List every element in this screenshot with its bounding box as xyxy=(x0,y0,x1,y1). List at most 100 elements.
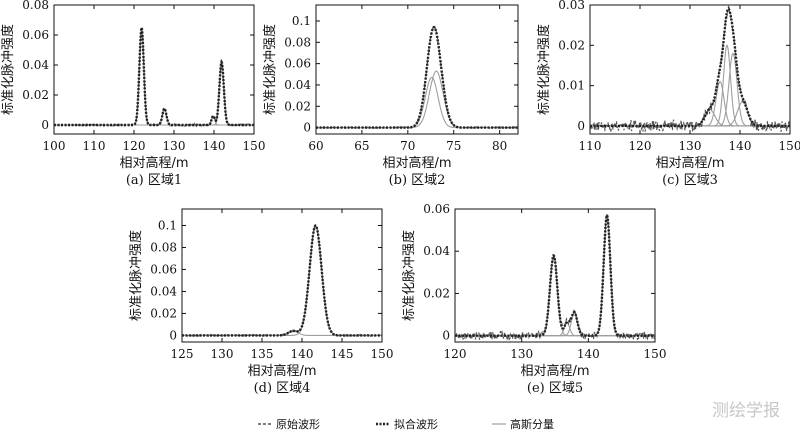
x-tick-label: 130 xyxy=(163,139,186,153)
y-tick-label: 0 xyxy=(41,118,49,132)
x-tick-label: 65 xyxy=(354,139,369,153)
x-tick-label: 140 xyxy=(729,139,752,153)
fitted-waveform-line xyxy=(54,27,254,127)
x-tick-label: 150 xyxy=(779,139,800,153)
y-tick-label: 0.02 xyxy=(423,286,450,300)
y-tick-label: 0 xyxy=(303,121,311,135)
y-tick-label: 0.03 xyxy=(558,0,585,12)
y-axis-label: 标准化脉冲强度 xyxy=(536,24,552,115)
x-tick-label: 140 xyxy=(291,347,314,361)
plot-frame xyxy=(454,208,656,343)
panel-caption: (d) 区域4 xyxy=(254,381,311,396)
gaussian-component-1 xyxy=(455,254,655,337)
fitted-waveform-line xyxy=(316,26,518,129)
x-tick-label: 135 xyxy=(251,347,274,361)
legend-raw-label: 原始波形 xyxy=(276,417,320,431)
x-axis-label: 相对高程/m xyxy=(119,155,188,171)
fitted-waveform-line xyxy=(455,211,655,337)
x-tick-label: 120 xyxy=(629,139,652,153)
gaussian-component-3 xyxy=(54,115,254,126)
x-tick-label: 145 xyxy=(331,347,354,361)
y-tick-label: 0.06 xyxy=(150,262,177,276)
plot-frame xyxy=(181,208,383,343)
fitted-waveform-line xyxy=(590,7,790,128)
y-tick-label: 0.1 xyxy=(158,218,177,232)
x-axis-label: 相对高程/m xyxy=(655,155,724,171)
raw-waveform-line xyxy=(455,211,655,341)
y-axis-label: 标准化脉冲强度 xyxy=(0,24,16,115)
x-tick-label: 75 xyxy=(446,139,461,153)
x-tick-label: 150 xyxy=(644,347,667,361)
x-tick-label: 140 xyxy=(577,347,600,361)
raw-waveform-line xyxy=(182,225,382,338)
plot-frame xyxy=(53,4,255,135)
y-tick-label: 0.06 xyxy=(284,57,311,71)
x-tick-label: 130 xyxy=(679,139,702,153)
gaussian-component-2 xyxy=(54,107,254,126)
legend-fit-label: 拟合波形 xyxy=(394,417,438,431)
x-axis-label: 相对高程/m xyxy=(382,155,451,171)
gaussian-component-3 xyxy=(590,44,790,127)
x-tick-label: 80 xyxy=(492,139,507,153)
x-axis-label: 相对高程/m xyxy=(247,363,316,379)
x-tick-label: 150 xyxy=(371,347,394,361)
gaussian-component-5 xyxy=(590,101,790,127)
gaussian-component-2 xyxy=(182,224,382,336)
x-tick-label: 70 xyxy=(400,139,415,153)
gaussian-component-4 xyxy=(455,213,655,337)
x-tick-label: 120 xyxy=(123,139,146,153)
panels: 100 110 120 130 140 150 0 0.02 0.04 0.06 0.08 相对高程/… xyxy=(0,0,800,396)
x-tick-label: 125 xyxy=(171,347,194,361)
gaussian-component-4 xyxy=(590,52,790,127)
y-tick-label: 0.02 xyxy=(284,99,311,113)
y-tick-label: 0.04 xyxy=(22,58,49,72)
raw-waveform-line xyxy=(590,5,790,134)
y-tick-label: 0.02 xyxy=(558,38,585,52)
chart-panel-3: 110 120 130 140 150 0 0.01 0.02 0.03 相对高程/m 标准化脉冲强… xyxy=(536,0,800,188)
fitted-waveform-line xyxy=(182,224,382,337)
chart-panel-1: 100 110 120 130 140 150 0 0.02 0.04 0.06 0.08 相对高程/… xyxy=(0,0,265,188)
y-tick-label: 0 xyxy=(169,328,177,342)
chart-panel-5: 120 130 140 150 0 0.02 0.04 0.06 相对高程/m 标准化脉冲强度 (e… xyxy=(401,202,666,396)
watermark: 测绘学报 xyxy=(712,401,780,421)
raw-waveform-line xyxy=(316,25,518,130)
plot-frame xyxy=(315,4,519,135)
y-tick-label: 0.04 xyxy=(284,78,311,92)
y-tick-label: 0 xyxy=(442,329,450,343)
gaussian-component-2 xyxy=(455,322,655,337)
y-tick-label: 0.08 xyxy=(150,240,177,254)
chart-panel-4: 125 130 135 140 145 150 0 0.02 0.04 0.06 0.08 0.1 相对… xyxy=(128,208,394,396)
y-tick-label: 0 xyxy=(577,119,585,133)
x-tick-label: 100 xyxy=(43,139,66,153)
panel-caption: (a) 区域1 xyxy=(126,173,182,188)
y-tick-label: 0.04 xyxy=(423,244,450,258)
chart-panel-2: 60 65 70 75 80 0 0.02 0.04 0.06 0.08 0.1 相对高程/m 标准化脉… xyxy=(262,4,519,188)
y-tick-label: 0.01 xyxy=(558,79,585,93)
panel-caption: (c) 区域3 xyxy=(662,173,718,188)
y-tick-label: 0.06 xyxy=(423,202,450,216)
x-tick-label: 120 xyxy=(444,347,467,361)
y-tick-label: 0.04 xyxy=(150,284,177,298)
panel-caption: (b) 区域2 xyxy=(389,173,446,188)
y-tick-label: 0.08 xyxy=(22,0,49,12)
y-tick-label: 0.02 xyxy=(150,306,177,320)
plot-frame xyxy=(589,4,791,135)
x-tick-label: 60 xyxy=(308,139,323,153)
y-tick-label: 0.02 xyxy=(22,88,49,102)
x-tick-label: 150 xyxy=(243,139,266,153)
gaussian-component-2 xyxy=(590,80,790,127)
legend-gauss-label: 高斯分量 xyxy=(510,417,554,431)
gaussian-component-2 xyxy=(316,70,518,129)
y-tick-label: 0.06 xyxy=(22,28,49,42)
y-axis-label: 标准化脉冲强度 xyxy=(262,24,278,115)
y-tick-label: 0.08 xyxy=(284,35,311,49)
x-tick-label: 110 xyxy=(83,139,106,153)
x-tick-label: 130 xyxy=(211,347,234,361)
panel-caption: (e) 区域5 xyxy=(527,381,583,396)
legend: 原始波形 拟合波形 高斯分量 xyxy=(258,417,554,431)
y-tick-label: 0.1 xyxy=(292,14,311,28)
y-axis-label: 标准化脉冲强度 xyxy=(128,230,144,321)
x-tick-label: 140 xyxy=(203,139,226,153)
x-tick-label: 130 xyxy=(510,347,533,361)
